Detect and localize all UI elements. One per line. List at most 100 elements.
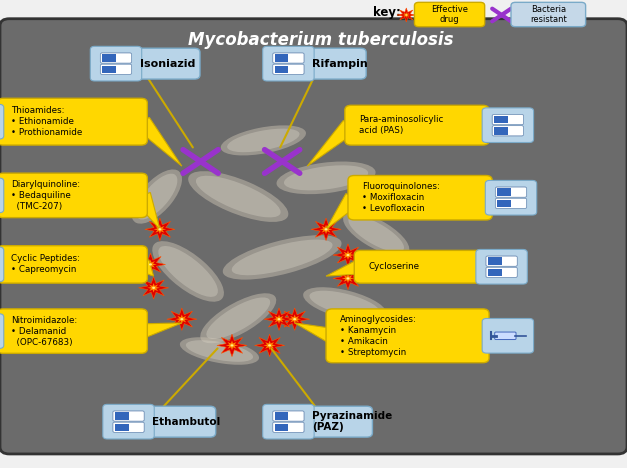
Circle shape xyxy=(278,318,280,320)
FancyBboxPatch shape xyxy=(495,198,527,209)
Circle shape xyxy=(159,228,161,230)
Polygon shape xyxy=(115,412,129,420)
Polygon shape xyxy=(217,334,247,357)
FancyBboxPatch shape xyxy=(492,125,524,136)
Polygon shape xyxy=(326,260,364,276)
FancyBboxPatch shape xyxy=(104,406,216,437)
FancyBboxPatch shape xyxy=(263,404,314,439)
Polygon shape xyxy=(280,308,310,330)
Polygon shape xyxy=(494,127,508,135)
Polygon shape xyxy=(102,54,116,62)
Text: Para-aminosolicylic
acid (PAS): Para-aminosolicylic acid (PAS) xyxy=(359,115,443,135)
Ellipse shape xyxy=(221,125,306,155)
Ellipse shape xyxy=(349,216,404,252)
Ellipse shape xyxy=(206,298,270,339)
FancyBboxPatch shape xyxy=(0,178,4,212)
Text: Cyclic Peptides:
• Capreomycin: Cyclic Peptides: • Capreomycin xyxy=(11,255,80,274)
FancyBboxPatch shape xyxy=(485,181,537,215)
FancyBboxPatch shape xyxy=(90,46,142,81)
FancyBboxPatch shape xyxy=(100,64,132,74)
Text: Pyrazinamide
(PAZ): Pyrazinamide (PAZ) xyxy=(312,411,393,432)
Polygon shape xyxy=(115,424,129,431)
Ellipse shape xyxy=(303,287,387,321)
Polygon shape xyxy=(226,341,238,350)
Polygon shape xyxy=(488,269,502,276)
FancyBboxPatch shape xyxy=(113,411,144,421)
FancyBboxPatch shape xyxy=(0,246,147,283)
Polygon shape xyxy=(403,12,410,18)
FancyBboxPatch shape xyxy=(348,176,492,220)
Ellipse shape xyxy=(196,176,281,217)
FancyBboxPatch shape xyxy=(511,2,586,27)
Text: Isoniazid: Isoniazid xyxy=(140,58,195,69)
Polygon shape xyxy=(132,192,160,229)
Ellipse shape xyxy=(188,171,288,222)
Polygon shape xyxy=(255,334,285,357)
FancyBboxPatch shape xyxy=(100,53,132,63)
FancyBboxPatch shape xyxy=(482,318,534,353)
Polygon shape xyxy=(176,314,188,324)
FancyBboxPatch shape xyxy=(0,173,147,218)
Polygon shape xyxy=(145,218,175,241)
Polygon shape xyxy=(144,260,157,269)
Text: Thioamides:
• Ethionamide
• Prothionamide: Thioamides: • Ethionamide • Prothionamid… xyxy=(11,106,82,137)
FancyBboxPatch shape xyxy=(0,309,147,353)
FancyBboxPatch shape xyxy=(495,332,516,340)
Text: Fluoroquinolones:
• Moxifloxacin
• Levofloxacin: Fluoroquinolones: • Moxifloxacin • Levof… xyxy=(362,182,440,213)
FancyBboxPatch shape xyxy=(0,104,4,139)
Polygon shape xyxy=(134,260,154,276)
Circle shape xyxy=(405,14,408,15)
Text: Mycobacterium tuberculosis: Mycobacterium tuberculosis xyxy=(188,31,453,49)
Text: Nitroimidazole:
• Delamanid
  (OPC-67683): Nitroimidazole: • Delamanid (OPC-67683) xyxy=(11,315,77,347)
FancyBboxPatch shape xyxy=(273,53,304,63)
Polygon shape xyxy=(275,66,288,73)
Circle shape xyxy=(181,318,183,320)
Circle shape xyxy=(231,344,233,346)
Polygon shape xyxy=(147,283,160,292)
Polygon shape xyxy=(342,250,354,260)
Text: Bacteria
resistant: Bacteria resistant xyxy=(530,5,567,24)
FancyBboxPatch shape xyxy=(113,422,144,432)
Polygon shape xyxy=(275,412,288,420)
Polygon shape xyxy=(167,308,197,330)
Polygon shape xyxy=(139,323,182,338)
Polygon shape xyxy=(333,244,363,266)
Ellipse shape xyxy=(227,129,300,152)
Ellipse shape xyxy=(180,337,259,365)
Circle shape xyxy=(152,287,155,289)
Polygon shape xyxy=(135,253,166,276)
Text: key:: key: xyxy=(373,6,401,19)
Ellipse shape xyxy=(310,291,380,318)
Ellipse shape xyxy=(223,235,342,279)
FancyBboxPatch shape xyxy=(92,48,200,79)
Polygon shape xyxy=(295,323,337,343)
FancyBboxPatch shape xyxy=(264,406,372,437)
Circle shape xyxy=(268,344,271,346)
Polygon shape xyxy=(333,267,363,290)
Circle shape xyxy=(347,254,349,256)
FancyBboxPatch shape xyxy=(354,250,483,283)
Text: Effective
drug: Effective drug xyxy=(431,5,468,24)
Text: Cycloserine: Cycloserine xyxy=(368,262,419,271)
FancyBboxPatch shape xyxy=(482,108,534,142)
Text: Diarylquinoline:
• Bedaquiline
  (TMC-207): Diarylquinoline: • Bedaquiline (TMC-207) xyxy=(11,180,80,211)
Ellipse shape xyxy=(343,212,409,256)
Ellipse shape xyxy=(277,161,376,194)
Polygon shape xyxy=(497,199,511,207)
Circle shape xyxy=(325,228,327,230)
Text: Rifampin: Rifampin xyxy=(312,58,368,69)
Ellipse shape xyxy=(158,246,218,297)
Polygon shape xyxy=(154,225,166,234)
Polygon shape xyxy=(273,314,285,324)
Text: Aminoglycosides:
• Kanamycin
• Amikacin
• Streptomycin: Aminoglycosides: • Kanamycin • Amikacin … xyxy=(340,314,417,357)
Polygon shape xyxy=(342,274,354,283)
FancyBboxPatch shape xyxy=(486,267,517,278)
Circle shape xyxy=(293,318,296,320)
FancyBboxPatch shape xyxy=(103,404,154,439)
FancyBboxPatch shape xyxy=(495,187,527,197)
FancyBboxPatch shape xyxy=(326,309,489,363)
Polygon shape xyxy=(494,116,508,124)
Text: Ethambutol: Ethambutol xyxy=(152,417,221,427)
Polygon shape xyxy=(139,277,169,299)
Ellipse shape xyxy=(132,169,182,224)
